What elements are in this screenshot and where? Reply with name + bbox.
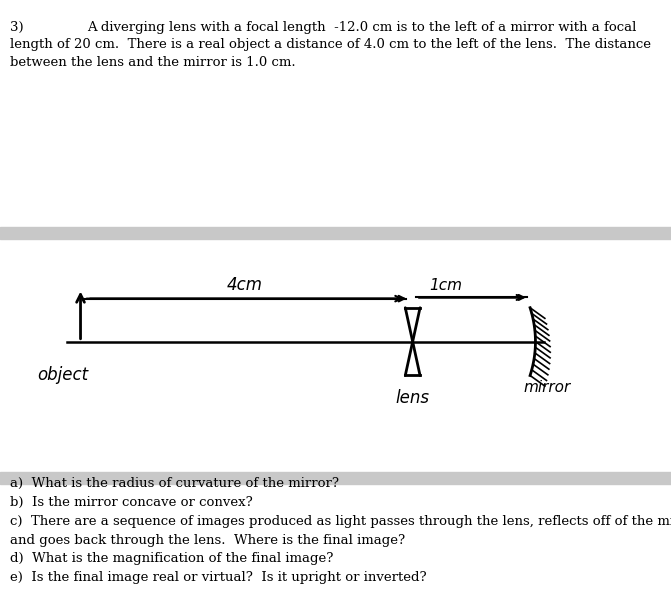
Text: 4cm: 4cm	[227, 276, 262, 294]
Text: 3): 3)	[10, 21, 23, 34]
Text: b)  Is the mirror concave or convex?: b) Is the mirror concave or convex?	[10, 496, 253, 509]
Text: a)  What is the radius of curvature of the mirror?: a) What is the radius of curvature of th…	[10, 477, 339, 490]
Text: mirror: mirror	[523, 380, 570, 395]
Text: c)  There are a sequence of images produced as light passes through the lens, re: c) There are a sequence of images produc…	[10, 515, 671, 528]
Text: between the lens and the mirror is 1.0 cm.: between the lens and the mirror is 1.0 c…	[10, 56, 296, 69]
Text: lens: lens	[396, 389, 430, 408]
Text: length of 20 cm.  There is a real object a distance of 4.0 cm to the left of the: length of 20 cm. There is a real object …	[10, 38, 651, 51]
Bar	[0, 472, 671, 484]
Text: and goes back through the lens.  Where is the final image?: and goes back through the lens. Where is…	[10, 534, 405, 547]
Text: A diverging lens with a focal length  -12.0 cm is to the left of a mirror with a: A diverging lens with a focal length -12…	[87, 21, 637, 34]
Text: d)  What is the magnification of the final image?: d) What is the magnification of the fina…	[10, 552, 333, 565]
Text: 1cm: 1cm	[429, 278, 462, 293]
Bar	[0, 227, 671, 239]
Text: object: object	[37, 366, 88, 384]
Text: e)  Is the final image real or virtual?  Is it upright or inverted?: e) Is the final image real or virtual? I…	[10, 571, 427, 584]
